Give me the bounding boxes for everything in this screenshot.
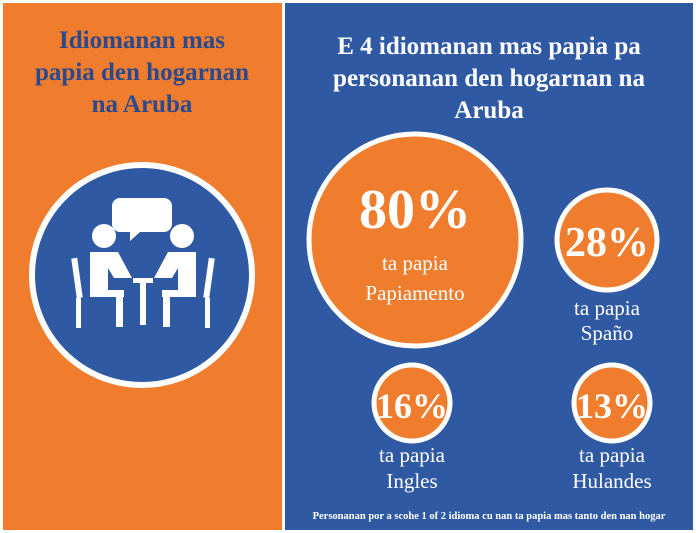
stat-percent: 13% bbox=[576, 386, 648, 426]
stat-caption: Ingles bbox=[386, 469, 437, 493]
right-title: E 4 idiomanan mas papia pa bbox=[337, 33, 641, 60]
circle-papiamento bbox=[306, 131, 524, 349]
stat-caption: Papiamento bbox=[365, 281, 464, 305]
stat-percent: 28% bbox=[565, 220, 649, 266]
left-title: papia den hogarnan bbox=[35, 59, 249, 86]
stat-percent: 80% bbox=[359, 179, 471, 241]
stat-caption: ta papia bbox=[382, 251, 449, 275]
circle-hulandes bbox=[571, 362, 653, 444]
stat-caption: ta papia bbox=[379, 443, 446, 467]
conversation-icon bbox=[29, 162, 255, 388]
stat-circles bbox=[306, 131, 660, 444]
right-title: Aruba bbox=[454, 97, 524, 124]
stat-caption: ta papia bbox=[574, 296, 641, 320]
stat-caption: Hulandes bbox=[572, 469, 651, 493]
left-title: na Aruba bbox=[92, 91, 193, 118]
circle-spano bbox=[554, 187, 660, 293]
circle-ingles bbox=[371, 362, 453, 444]
stat-caption: Spaño bbox=[581, 321, 634, 345]
footnote: Personanan por a scohe 1 of 2 idioma cu … bbox=[313, 511, 666, 522]
left-title: Idiomanan mas bbox=[59, 27, 225, 54]
right-title: personanan den hogarnan na bbox=[333, 65, 645, 92]
stat-caption: ta papia bbox=[579, 443, 646, 467]
stat-percent: 16% bbox=[376, 386, 448, 426]
